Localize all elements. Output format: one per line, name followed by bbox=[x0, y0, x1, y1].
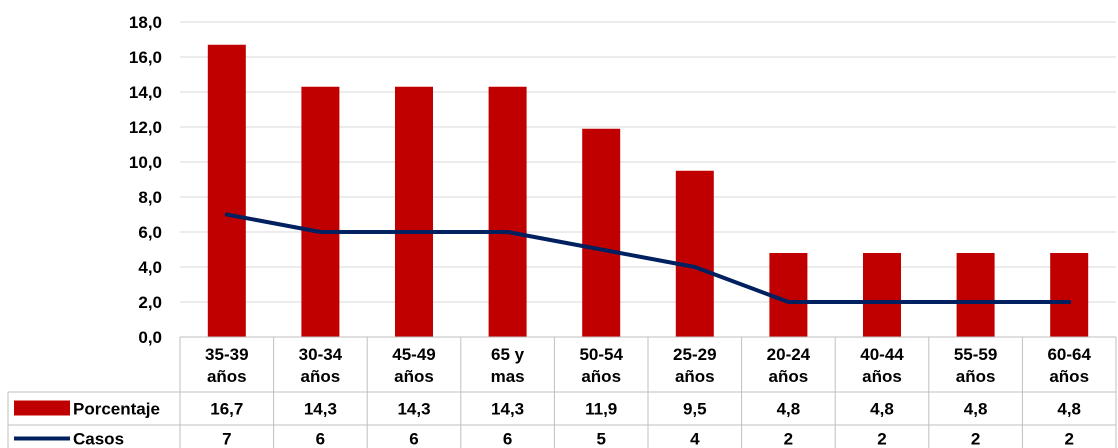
data-label: 14,3 bbox=[397, 400, 430, 419]
y-tick-label: 0,0 bbox=[138, 328, 162, 347]
category-label: 30-34 años bbox=[299, 345, 343, 386]
data-label: 7 bbox=[222, 430, 231, 448]
category-label: 20-24 años bbox=[767, 345, 811, 386]
y-tick-label: 12,0 bbox=[129, 118, 162, 137]
bar bbox=[301, 86, 340, 337]
bar bbox=[488, 86, 527, 337]
legend-swatch-porcentaje bbox=[14, 400, 70, 416]
legend-label: Casos bbox=[73, 430, 124, 448]
data-label: 2 bbox=[971, 430, 980, 448]
data-label: 2 bbox=[1064, 430, 1073, 448]
data-label: 4,8 bbox=[870, 400, 894, 419]
category-label: 40-44 años bbox=[860, 345, 904, 386]
category-label: 60-64 años bbox=[1047, 345, 1091, 386]
y-tick-label: 10,0 bbox=[129, 153, 162, 172]
data-label: 16,7 bbox=[210, 400, 243, 419]
data-label: 14,3 bbox=[491, 400, 524, 419]
data-label: 14,3 bbox=[304, 400, 337, 419]
bar bbox=[769, 253, 808, 337]
data-label: 4,8 bbox=[1057, 400, 1081, 419]
bar bbox=[956, 253, 995, 337]
category-label: 25-29 años bbox=[673, 345, 716, 386]
data-label: 6 bbox=[316, 430, 325, 448]
category-label: 35-39 años bbox=[205, 345, 248, 386]
data-label: 5 bbox=[596, 430, 605, 448]
data-label: 11,9 bbox=[585, 400, 617, 419]
y-tick-label: 6,0 bbox=[138, 223, 162, 242]
category-label: 50-54 años bbox=[579, 345, 623, 386]
data-label: 6 bbox=[409, 430, 418, 448]
y-tick-label: 16,0 bbox=[129, 48, 162, 67]
data-label: 2 bbox=[877, 430, 886, 448]
line-series-casos bbox=[224, 212, 1072, 304]
data-label: 4 bbox=[690, 430, 700, 448]
bar bbox=[863, 253, 901, 337]
y-tick-label: 2,0 bbox=[138, 293, 162, 312]
category-label: 45-49 años bbox=[392, 345, 435, 386]
bar bbox=[207, 44, 246, 337]
data-table: 35-39 años 30-34 años 45-49 años 65 y mas 50-54 a… bbox=[7, 336, 1117, 448]
category-label: 65 y mas bbox=[491, 345, 525, 386]
y-tick-label: 14,0 bbox=[129, 83, 162, 102]
legend-label: Porcentaje bbox=[73, 400, 160, 419]
bar bbox=[582, 128, 621, 337]
data-label: 4,8 bbox=[964, 400, 988, 419]
bar bbox=[1050, 253, 1089, 337]
y-axis: 0,0 2,0 4,0 6,0 8,0 10,0 12,0 14,0 16,0 18,0 bbox=[129, 13, 162, 347]
y-tick-label: 8,0 bbox=[138, 188, 162, 207]
y-tick-label: 18,0 bbox=[129, 13, 162, 32]
bar-series-porcentaje bbox=[207, 44, 1089, 337]
line-path bbox=[224, 212, 1072, 304]
category-label: 55-59 años bbox=[954, 345, 997, 386]
data-label: 6 bbox=[503, 430, 512, 448]
bar bbox=[675, 170, 714, 337]
data-label: 9,5 bbox=[683, 400, 707, 419]
bar bbox=[395, 86, 433, 337]
data-label: 2 bbox=[784, 430, 793, 448]
y-tick-label: 4,0 bbox=[138, 258, 162, 277]
data-label: 4,8 bbox=[777, 400, 801, 419]
